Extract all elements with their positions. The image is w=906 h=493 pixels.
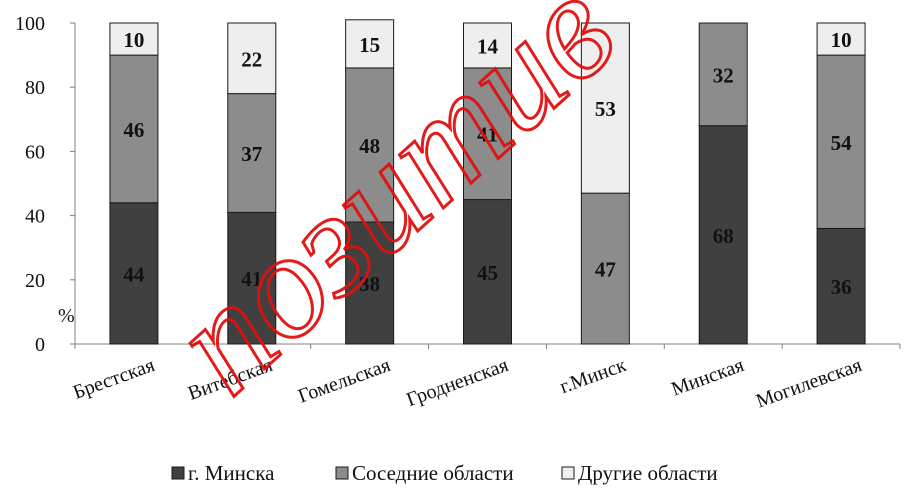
bar-segment xyxy=(816,227,866,345)
bar-segment xyxy=(109,202,159,345)
data-label: 10 xyxy=(831,28,852,52)
y-tick-label: 20 xyxy=(25,270,45,292)
data-label: 68 xyxy=(713,224,734,248)
bars: 44 46 10 41 37 22 38 48 15 45 41 14 47 53 68 32 36 54 10 xyxy=(109,19,866,345)
data-label: 46 xyxy=(123,118,144,142)
y-tick-label: 40 xyxy=(25,206,45,228)
bar-segment xyxy=(816,22,866,56)
data-label: 37 xyxy=(241,142,262,166)
data-label: 32 xyxy=(713,63,734,87)
y-axis-label: % xyxy=(58,305,75,327)
bar-segment xyxy=(345,221,395,345)
data-label: 22 xyxy=(241,47,262,71)
bar-segment xyxy=(345,19,395,69)
bar-segment xyxy=(698,22,748,127)
bar-segment xyxy=(463,67,512,201)
y-tick-label: 80 xyxy=(25,77,45,99)
y-tick-label: 60 xyxy=(25,141,45,163)
data-label: 41 xyxy=(477,123,498,147)
category-labels: Брестская Витебская Гомельская Гродненская г… xyxy=(70,354,865,413)
axes: 0 20 40 60 80 100% xyxy=(15,13,901,356)
category-label: г.Минск xyxy=(557,354,629,398)
y-tick-label: 0 xyxy=(35,334,45,356)
legend-swatch xyxy=(171,466,185,480)
data-label: 45 xyxy=(477,261,498,285)
data-label: 54 xyxy=(831,131,853,155)
bar-segment xyxy=(580,192,630,345)
data-label: 36 xyxy=(831,275,852,299)
bar-segment xyxy=(227,211,277,345)
data-label: 53 xyxy=(595,97,616,121)
data-label: 15 xyxy=(359,33,380,57)
data-label: 47 xyxy=(595,258,616,282)
data-label: 38 xyxy=(359,272,380,296)
legend-label: Соседние области xyxy=(352,461,514,485)
data-label: 48 xyxy=(359,134,380,158)
bar-segment xyxy=(345,67,395,223)
legend-label: г. Минска xyxy=(188,461,275,485)
category-label: Брестская xyxy=(70,354,157,404)
bar-segment xyxy=(816,54,866,229)
y-tick-label: 100 xyxy=(15,13,45,35)
data-label: 44 xyxy=(123,262,145,286)
bar-segment xyxy=(580,22,630,194)
data-label: 10 xyxy=(123,28,144,52)
bar-segment xyxy=(109,54,159,204)
bar-segment xyxy=(227,22,277,95)
legend: г. Минска Соседние области Другие области xyxy=(171,461,718,485)
legend-label: Другие области xyxy=(578,461,718,485)
bar-segment xyxy=(227,93,277,213)
data-label: 41 xyxy=(241,267,262,291)
category-label: Могилевская xyxy=(753,354,865,413)
legend-swatch xyxy=(335,466,349,480)
bar-segment xyxy=(698,125,748,345)
bar-segment xyxy=(463,22,512,69)
category-label: Минская xyxy=(668,354,747,401)
bar-segment xyxy=(109,22,159,56)
category-label: Гродненская xyxy=(404,354,512,411)
data-label: 14 xyxy=(477,34,499,58)
legend-swatch xyxy=(561,466,575,480)
